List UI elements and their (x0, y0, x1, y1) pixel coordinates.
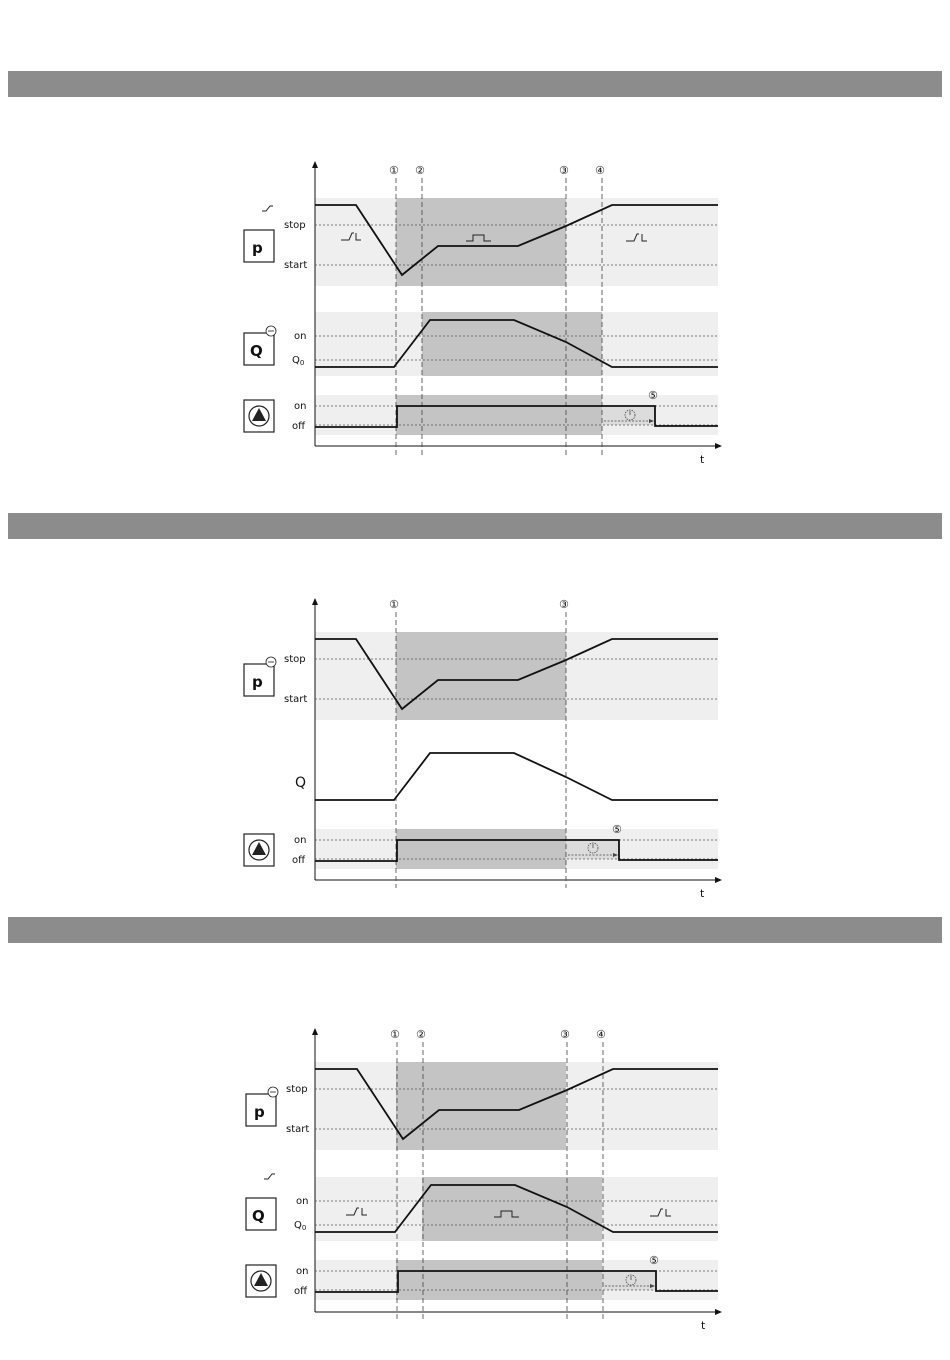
section-header-bar-3 (8, 917, 942, 943)
flow-curve (315, 319, 718, 368)
marker-3: ③ (559, 164, 569, 177)
p-active-zone (396, 1062, 566, 1150)
timing-diagram-1: t ① ② ③ ④ ⑤ stop start on Q0 on off p Q (243, 161, 722, 466)
flow-switch-icon: Q (245, 1173, 277, 1231)
marker-1: ① (389, 598, 399, 611)
y-axis-arrow (312, 1028, 318, 1035)
pump-state-curve (315, 405, 718, 428)
q0-label: Q0 (292, 355, 304, 367)
p-start-label: start (284, 260, 307, 271)
marker-1: ① (390, 1028, 400, 1041)
switch-icon (262, 205, 273, 212)
pump-off-label: off (292, 855, 306, 866)
y-axis-arrow (312, 161, 318, 168)
marker-2: ② (416, 1028, 426, 1041)
x-axis-arrow (715, 877, 722, 883)
q-active-zone (422, 312, 602, 376)
pump-off-label: off (294, 1286, 308, 1297)
p-start-label: start (286, 1124, 309, 1135)
pressure-sensor-icon: p (243, 656, 277, 697)
pump-icon (243, 399, 275, 433)
pressure-curve (315, 638, 718, 711)
section-header-bar-1 (8, 71, 942, 97)
delay-arrow-head (613, 853, 618, 857)
flow-curve (315, 752, 718, 801)
pump-delay-zone (566, 839, 619, 859)
pump-off-label: off (292, 421, 306, 432)
clock-icon (625, 1274, 637, 1286)
pump-delay-zone (602, 1270, 655, 1290)
pump-delay-zone (602, 405, 655, 425)
pump-icon (243, 833, 275, 867)
marker-2: ② (415, 164, 425, 177)
pump-active-zone (396, 1260, 602, 1300)
marker-5: ⑤ (649, 1254, 659, 1267)
p-stop-label: stop (284, 654, 306, 665)
marker-5: ⑤ (648, 389, 658, 402)
delay-arrow-head (650, 1284, 655, 1288)
q-label: Q (295, 775, 306, 791)
marker-3: ③ (560, 1028, 570, 1041)
pump-active-zone (396, 829, 566, 869)
switch-symbol-closed (494, 1210, 519, 1218)
x-axis-label: t (700, 887, 705, 900)
pump-on-label: on (294, 835, 306, 846)
q0-label: Q0 (294, 1220, 306, 1232)
marker-5: ⑤ (612, 823, 622, 836)
switch-symbol-opening-2 (626, 233, 647, 242)
x-axis-label: t (701, 1319, 706, 1332)
switch-symbol-closed (466, 234, 491, 242)
clock-icon (587, 842, 599, 854)
pump-state-curve (315, 839, 718, 862)
svg-text:Q: Q (252, 1207, 265, 1225)
pressure-curve (315, 204, 718, 277)
y-axis-arrow (312, 598, 318, 605)
svg-text:p: p (254, 1103, 265, 1121)
switch-symbol-opening-2 (650, 1208, 671, 1217)
section-header-bar-2 (8, 513, 942, 539)
p-stop-label: stop (284, 220, 306, 231)
pump-on-label: on (294, 401, 306, 412)
switch-symbol-opening (341, 232, 361, 241)
q-on-label: on (296, 1196, 308, 1207)
switch-symbol-opening (346, 1207, 367, 1216)
p-stop-label: stop (286, 1084, 308, 1095)
pump-active-zone (396, 395, 602, 435)
marker-1: ① (389, 164, 399, 177)
marker-3: ③ (559, 598, 569, 611)
pump-on-label: on (296, 1266, 308, 1277)
x-axis-label: t (700, 453, 705, 466)
pressure-switch-icon: p (243, 205, 275, 263)
timing-diagram-2: t ① ③ ⑤ stop start Q on off p (243, 598, 722, 900)
x-axis-arrow (715, 1309, 722, 1315)
p-start-label: start (284, 694, 307, 705)
svg-text:p: p (252, 239, 263, 257)
p-active-zone (396, 632, 566, 720)
pump-icon (245, 1264, 277, 1298)
clock-icon (624, 409, 636, 421)
q-on-label: on (294, 331, 306, 342)
switch-icon (264, 1173, 275, 1180)
flow-curve (315, 1184, 718, 1233)
x-axis-arrow (715, 443, 722, 449)
pressure-curve (315, 1068, 718, 1141)
marker-4: ④ (596, 1028, 606, 1041)
marker-4: ④ (595, 164, 605, 177)
svg-text:p: p (252, 673, 263, 691)
delay-arrow-head (649, 419, 654, 423)
q-active-zone (422, 1177, 602, 1241)
pressure-sensor-icon: p (245, 1086, 279, 1127)
flow-sensor-icon: Q (243, 325, 277, 366)
svg-text:Q: Q (250, 342, 263, 360)
pump-state-curve (315, 1270, 718, 1293)
p-active-zone (396, 198, 566, 286)
timing-diagram-3: t ① ② ③ ④ ⑤ stop start on Q0 on off p Q (245, 1028, 722, 1332)
